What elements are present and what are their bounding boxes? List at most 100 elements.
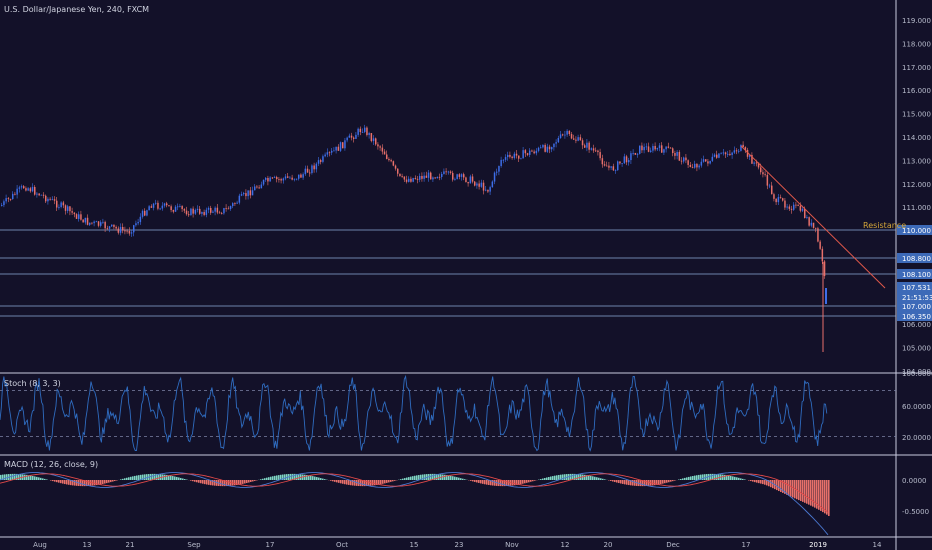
- macd-histogram-bar: [768, 480, 770, 487]
- candle-body: [661, 145, 663, 153]
- candle-body: [806, 217, 808, 219]
- macd-histogram-bar: [614, 480, 616, 483]
- macd-histogram-bar: [742, 478, 744, 480]
- candle-body: [155, 202, 157, 204]
- macd-histogram-bar: [648, 480, 650, 486]
- candle-body: [146, 210, 148, 216]
- macd-histogram-bar: [776, 480, 778, 491]
- macd-histogram-bar: [594, 476, 596, 480]
- macd-histogram-bar: [242, 480, 244, 484]
- macd-histogram-bar: [524, 480, 526, 484]
- candle-body: [511, 156, 513, 158]
- candle-body: [97, 221, 100, 226]
- candle-body: [194, 209, 197, 214]
- candle-body: [60, 202, 62, 207]
- price-badge-label: 108.100: [902, 271, 931, 279]
- candle-body: [207, 207, 210, 210]
- time-axis-label: Sep: [187, 541, 201, 549]
- candle-body: [471, 176, 474, 182]
- candle-body: [62, 202, 65, 206]
- candle-body: [687, 160, 689, 165]
- candle-body: [678, 151, 681, 161]
- macd-histogram-bar: [716, 474, 718, 480]
- time-axis-label: 13: [83, 541, 92, 549]
- candle-body: [773, 194, 775, 199]
- stoch-label: Stoch (8, 3, 3): [4, 379, 61, 388]
- macd-histogram-bar: [338, 480, 340, 483]
- candle-body: [91, 222, 93, 224]
- time-axis-label: 20: [604, 541, 613, 549]
- candle-body: [588, 142, 590, 150]
- macd-histogram-bar: [804, 480, 806, 503]
- macd-histogram-bar: [740, 478, 742, 480]
- macd-histogram-bar: [748, 480, 750, 481]
- candle-body: [674, 153, 676, 156]
- macd-histogram-bar: [52, 480, 54, 482]
- macd-histogram-bar: [750, 480, 752, 482]
- price-axis-label: 106.000: [902, 321, 931, 329]
- macd-histogram-bar: [460, 478, 462, 480]
- macd-histogram-bar: [588, 475, 590, 480]
- candle-body: [546, 146, 549, 152]
- candle-body: [302, 174, 304, 178]
- time-axis-label: 23: [455, 541, 464, 549]
- macd-histogram-bar: [140, 474, 142, 480]
- candle-body: [287, 176, 289, 178]
- macd-histogram-bar: [264, 478, 266, 480]
- candle-body: [529, 150, 531, 155]
- candle-body: [119, 227, 122, 233]
- macd-histogram-bar: [212, 480, 214, 486]
- candle-body: [348, 135, 351, 138]
- candle-body: [564, 134, 566, 136]
- candle-body: [531, 150, 533, 152]
- resistance-line: [740, 145, 886, 289]
- macd-histogram-bar: [660, 480, 662, 485]
- macd-histogram-bar: [690, 476, 692, 480]
- candle-body: [366, 127, 368, 135]
- candle-body: [586, 142, 588, 148]
- price-axis-label: 119.000: [902, 17, 931, 25]
- macd-histogram-bar: [574, 473, 576, 480]
- macd-histogram-bar: [348, 480, 350, 485]
- candle-body: [280, 179, 282, 181]
- macd-histogram-bar: [130, 476, 132, 480]
- candle-body: [518, 155, 520, 159]
- candle-body: [379, 146, 381, 148]
- macd-histogram-bar: [332, 480, 334, 482]
- candle-body: [746, 149, 749, 157]
- candle-body: [584, 145, 586, 148]
- candle-body: [821, 248, 824, 262]
- macd-histogram-bar: [656, 480, 658, 485]
- candle-body: [212, 211, 214, 213]
- candle-body: [53, 199, 56, 201]
- time-axis-label: Dec: [666, 541, 680, 549]
- candle-body: [166, 203, 168, 206]
- candle-body: [260, 184, 263, 189]
- macd-histogram-bar: [744, 479, 746, 480]
- candle-body: [489, 187, 491, 192]
- macd-histogram-bar: [156, 473, 158, 480]
- macd-histogram-bar: [274, 475, 276, 480]
- macd-histogram-bar: [206, 480, 208, 485]
- macd-histogram-bar: [760, 480, 762, 484]
- macd-histogram-bar: [572, 473, 574, 480]
- macd-histogram-bar: [522, 480, 524, 484]
- candle-body: [117, 228, 120, 233]
- candle-body: [80, 214, 82, 220]
- price-axis-label: 105.000: [902, 345, 931, 353]
- candle-body: [603, 164, 606, 166]
- candle-body: [214, 207, 216, 212]
- price-badge: [897, 292, 932, 302]
- macd-histogram-bar: [702, 474, 704, 480]
- resistance-trendline[interactable]: [740, 145, 886, 289]
- macd-histogram-bar: [642, 480, 644, 487]
- macd-histogram-bar: [146, 474, 148, 480]
- candle-body: [141, 210, 144, 217]
- price-badge: [897, 225, 932, 235]
- candle-body: [328, 152, 331, 154]
- macd-histogram-bar: [710, 473, 712, 480]
- candle-body: [67, 206, 69, 211]
- macd-histogram-bar: [518, 480, 520, 485]
- macd-histogram-bar: [576, 473, 578, 480]
